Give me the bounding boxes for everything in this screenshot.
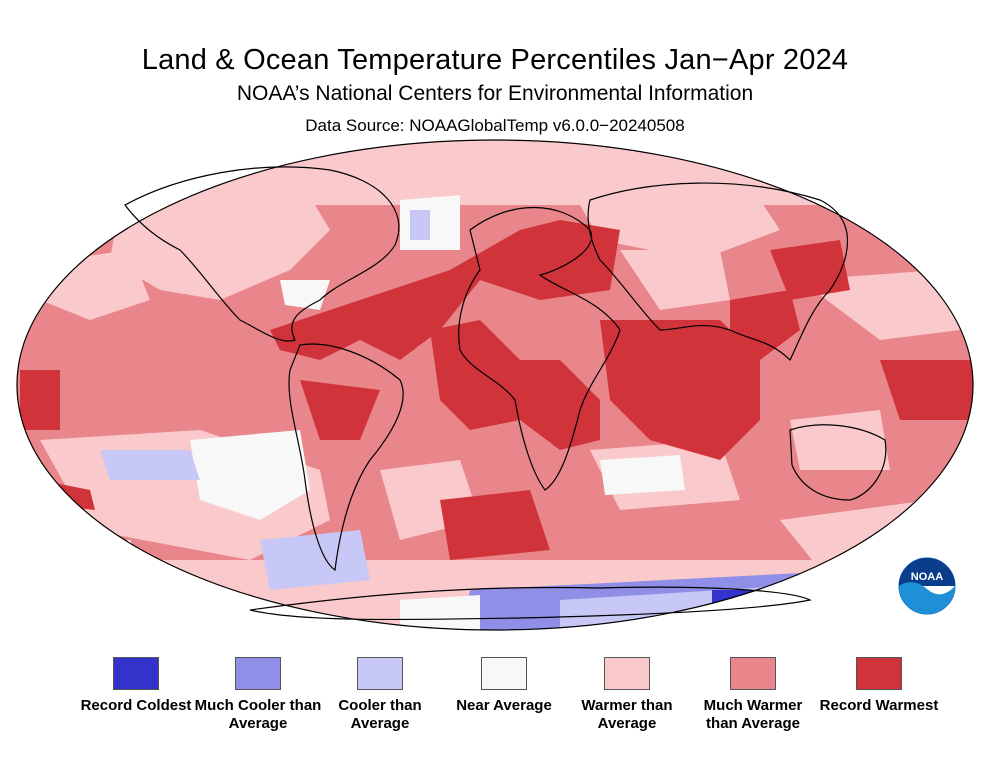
equatorial-atlantic-record-warm [430,320,600,450]
south-pacific-near-average [190,430,310,520]
legend-swatch [730,657,776,690]
legend-swatch [604,657,650,690]
noaa-logo-text: NOAA [911,571,943,583]
west-pacific-record-warm [880,360,973,420]
gulf-near-average [280,280,330,310]
antarctic-peninsula-near-average [400,595,480,630]
south-atlantic-record-warm [440,490,550,560]
legend-label: Warmer than Average [581,697,673,732]
asia-coast [587,182,849,362]
central-pacific-record-warm [20,370,60,430]
drake-passage-cooler [260,530,370,590]
legend-swatch [856,657,902,690]
map-title: Land & Ocean Temperature Percentiles Jan… [141,44,849,76]
north-america-coast [124,166,400,342]
east-asia-record-warm [770,240,850,300]
australia-coast [789,424,887,501]
legend-label: Record Warmest [819,697,939,714]
north-america-warmer [110,180,330,300]
legend-swatch [481,657,527,690]
legend-record-coldest: Record Coldest [71,657,201,715]
indian-ocean-record-warm [600,320,760,460]
legend-swatch [235,657,281,690]
legend-record-warmest: Record Warmest [814,657,944,715]
legend-swatch [357,657,403,690]
sw-pacific-near-average [30,540,160,610]
legend-swatch [113,657,159,690]
legend-warmer: Warmer than Average [562,657,692,733]
tropical-atlantic-record-warm [270,220,620,360]
legend-label: Much Warmer than Average [703,697,803,732]
data-source: Data Source: NOAAGlobalTemp v6.0.0−20240… [305,116,685,135]
labrador-sea-cooler [410,210,430,240]
south-america-coast [288,343,404,572]
indian-near-average [600,455,685,495]
globe-outline [16,139,974,631]
southeast-asia-record-warm [730,290,800,360]
central-asia-warmer [620,250,730,310]
south-pacific-cooler [100,450,200,480]
legend-near-average: Near Average [439,657,569,715]
legend-much-warmer: Much Warmer than Average [688,657,818,733]
legend-label: Much Cooler than Average [194,697,322,732]
legend-label: Near Average [456,697,552,714]
australia-warmer [790,410,890,470]
noaa-logo: NOAA [898,557,956,615]
map-subtitle: NOAA’s National Centers for Environmenta… [236,82,754,105]
amazon-record-warm [300,380,380,440]
legend-label: Record Coldest [80,697,192,714]
legend-much-cooler: Much Cooler than Average [193,657,323,733]
legend-label: Cooler than Average [338,697,422,732]
legend-cooler: Cooler than Average [315,657,445,733]
antarctica-coast [249,586,812,621]
coastlines [124,166,887,621]
